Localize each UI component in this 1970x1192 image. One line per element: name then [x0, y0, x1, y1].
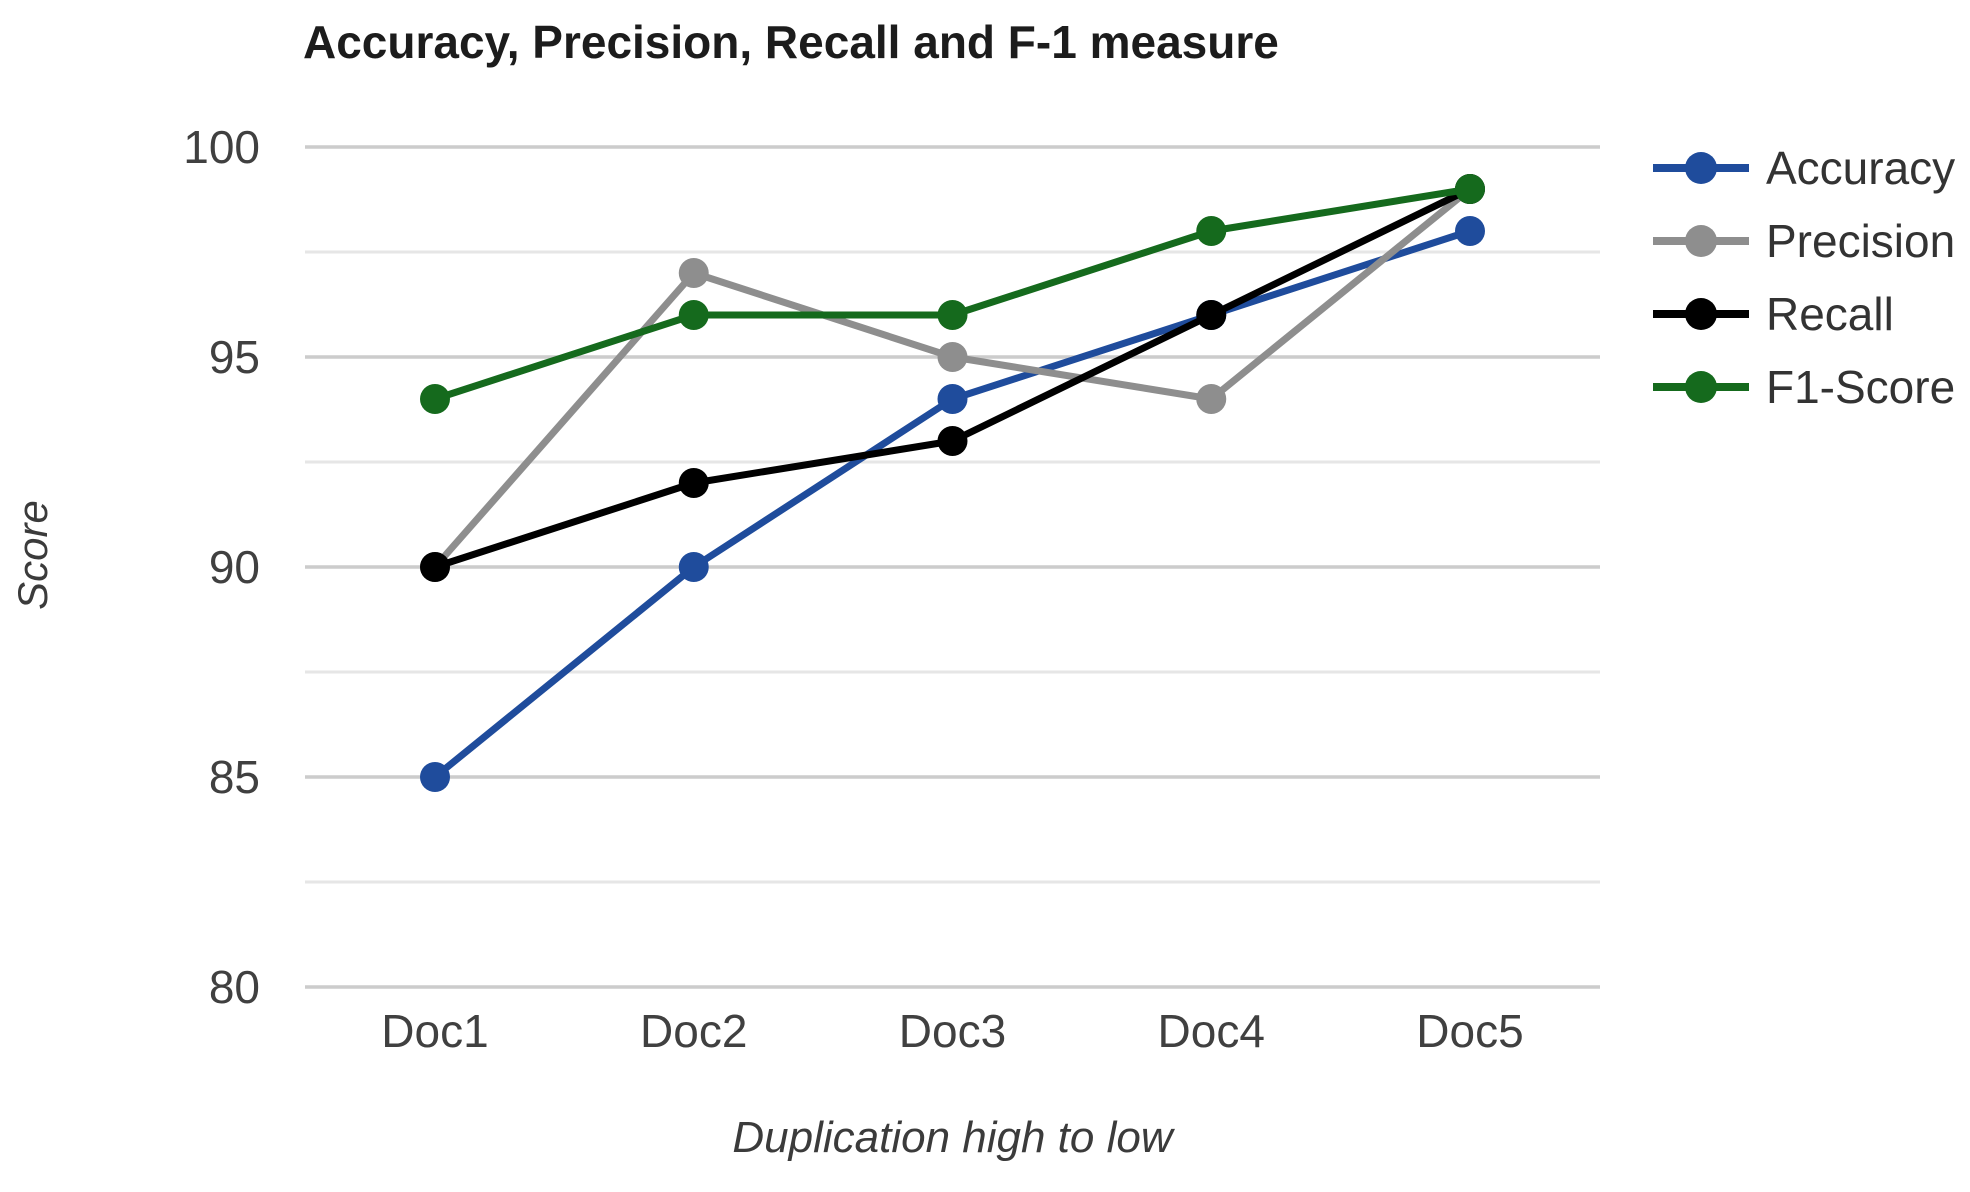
legend-marker-accuracy: [1653, 151, 1749, 184]
legend-marker-recall: [1653, 297, 1749, 330]
series-line-recall: [433, 185, 1472, 571]
data-point-recall-doc3: [937, 426, 968, 456]
legend-item-accuracy: Accuracy: [1653, 131, 1955, 204]
data-point-accuracy-doc2: [678, 552, 709, 582]
legend-marker-f1-score: [1653, 370, 1749, 403]
legend-label: Precision: [1766, 214, 1956, 267]
x-tick-label: Doc4: [1157, 1005, 1265, 1057]
legend-dot-icon: [1685, 151, 1717, 184]
legend-dot-icon: [1685, 297, 1717, 330]
y-tick-label: 85: [208, 751, 260, 803]
data-point-precision-doc4: [1196, 384, 1227, 414]
x-tick-label: Doc1: [381, 1005, 489, 1057]
series-line-precision: [432, 186, 1473, 570]
data-point-recall-doc2: [678, 468, 709, 498]
legend-item-recall: Recall: [1653, 277, 1955, 350]
data-point-recall-doc1: [420, 552, 450, 582]
legend-item-f1-score: F1-Score: [1653, 350, 1955, 423]
y-tick-label: 95: [208, 331, 260, 383]
data-point-f1-score-doc1: [420, 384, 450, 414]
data-point-accuracy-doc1: [420, 762, 450, 792]
x-axis-title: Duplication high to low: [732, 1113, 1173, 1162]
legend-marker-precision: [1653, 224, 1749, 257]
data-point-precision-doc3: [937, 342, 968, 372]
legend-label: Recall: [1766, 287, 1894, 340]
data-point-precision-doc2: [678, 258, 709, 288]
legend-label: Accuracy: [1766, 141, 1956, 194]
data-point-f1-score-doc4: [1196, 216, 1227, 246]
legend-item-precision: Precision: [1653, 204, 1955, 277]
x-tick-label: Doc5: [1416, 1005, 1524, 1057]
x-tick-label: Doc2: [640, 1005, 748, 1057]
legend-dot-icon: [1685, 224, 1717, 257]
legend: Accuracy Precision Recall F1-Score: [1653, 131, 1955, 423]
data-point-f1-score-doc3: [937, 300, 968, 330]
legend-label: F1-Score: [1766, 360, 1956, 413]
y-tick-label: 80: [208, 961, 260, 1013]
data-point-recall-doc4: [1196, 300, 1227, 330]
y-tick-label: 100: [183, 121, 260, 173]
legend-dot-icon: [1685, 370, 1717, 403]
data-point-f1-score-doc2: [678, 300, 709, 330]
y-tick-label: 90: [208, 541, 260, 593]
x-tick-label: Doc3: [898, 1005, 1007, 1057]
data-point-f1-score-doc5: [1455, 174, 1485, 204]
chart-title: Accuracy, Precision, Recall and F-1 meas…: [303, 16, 1279, 68]
data-point-accuracy-doc3: [937, 384, 968, 414]
data-point-accuracy-doc5: [1455, 216, 1485, 246]
